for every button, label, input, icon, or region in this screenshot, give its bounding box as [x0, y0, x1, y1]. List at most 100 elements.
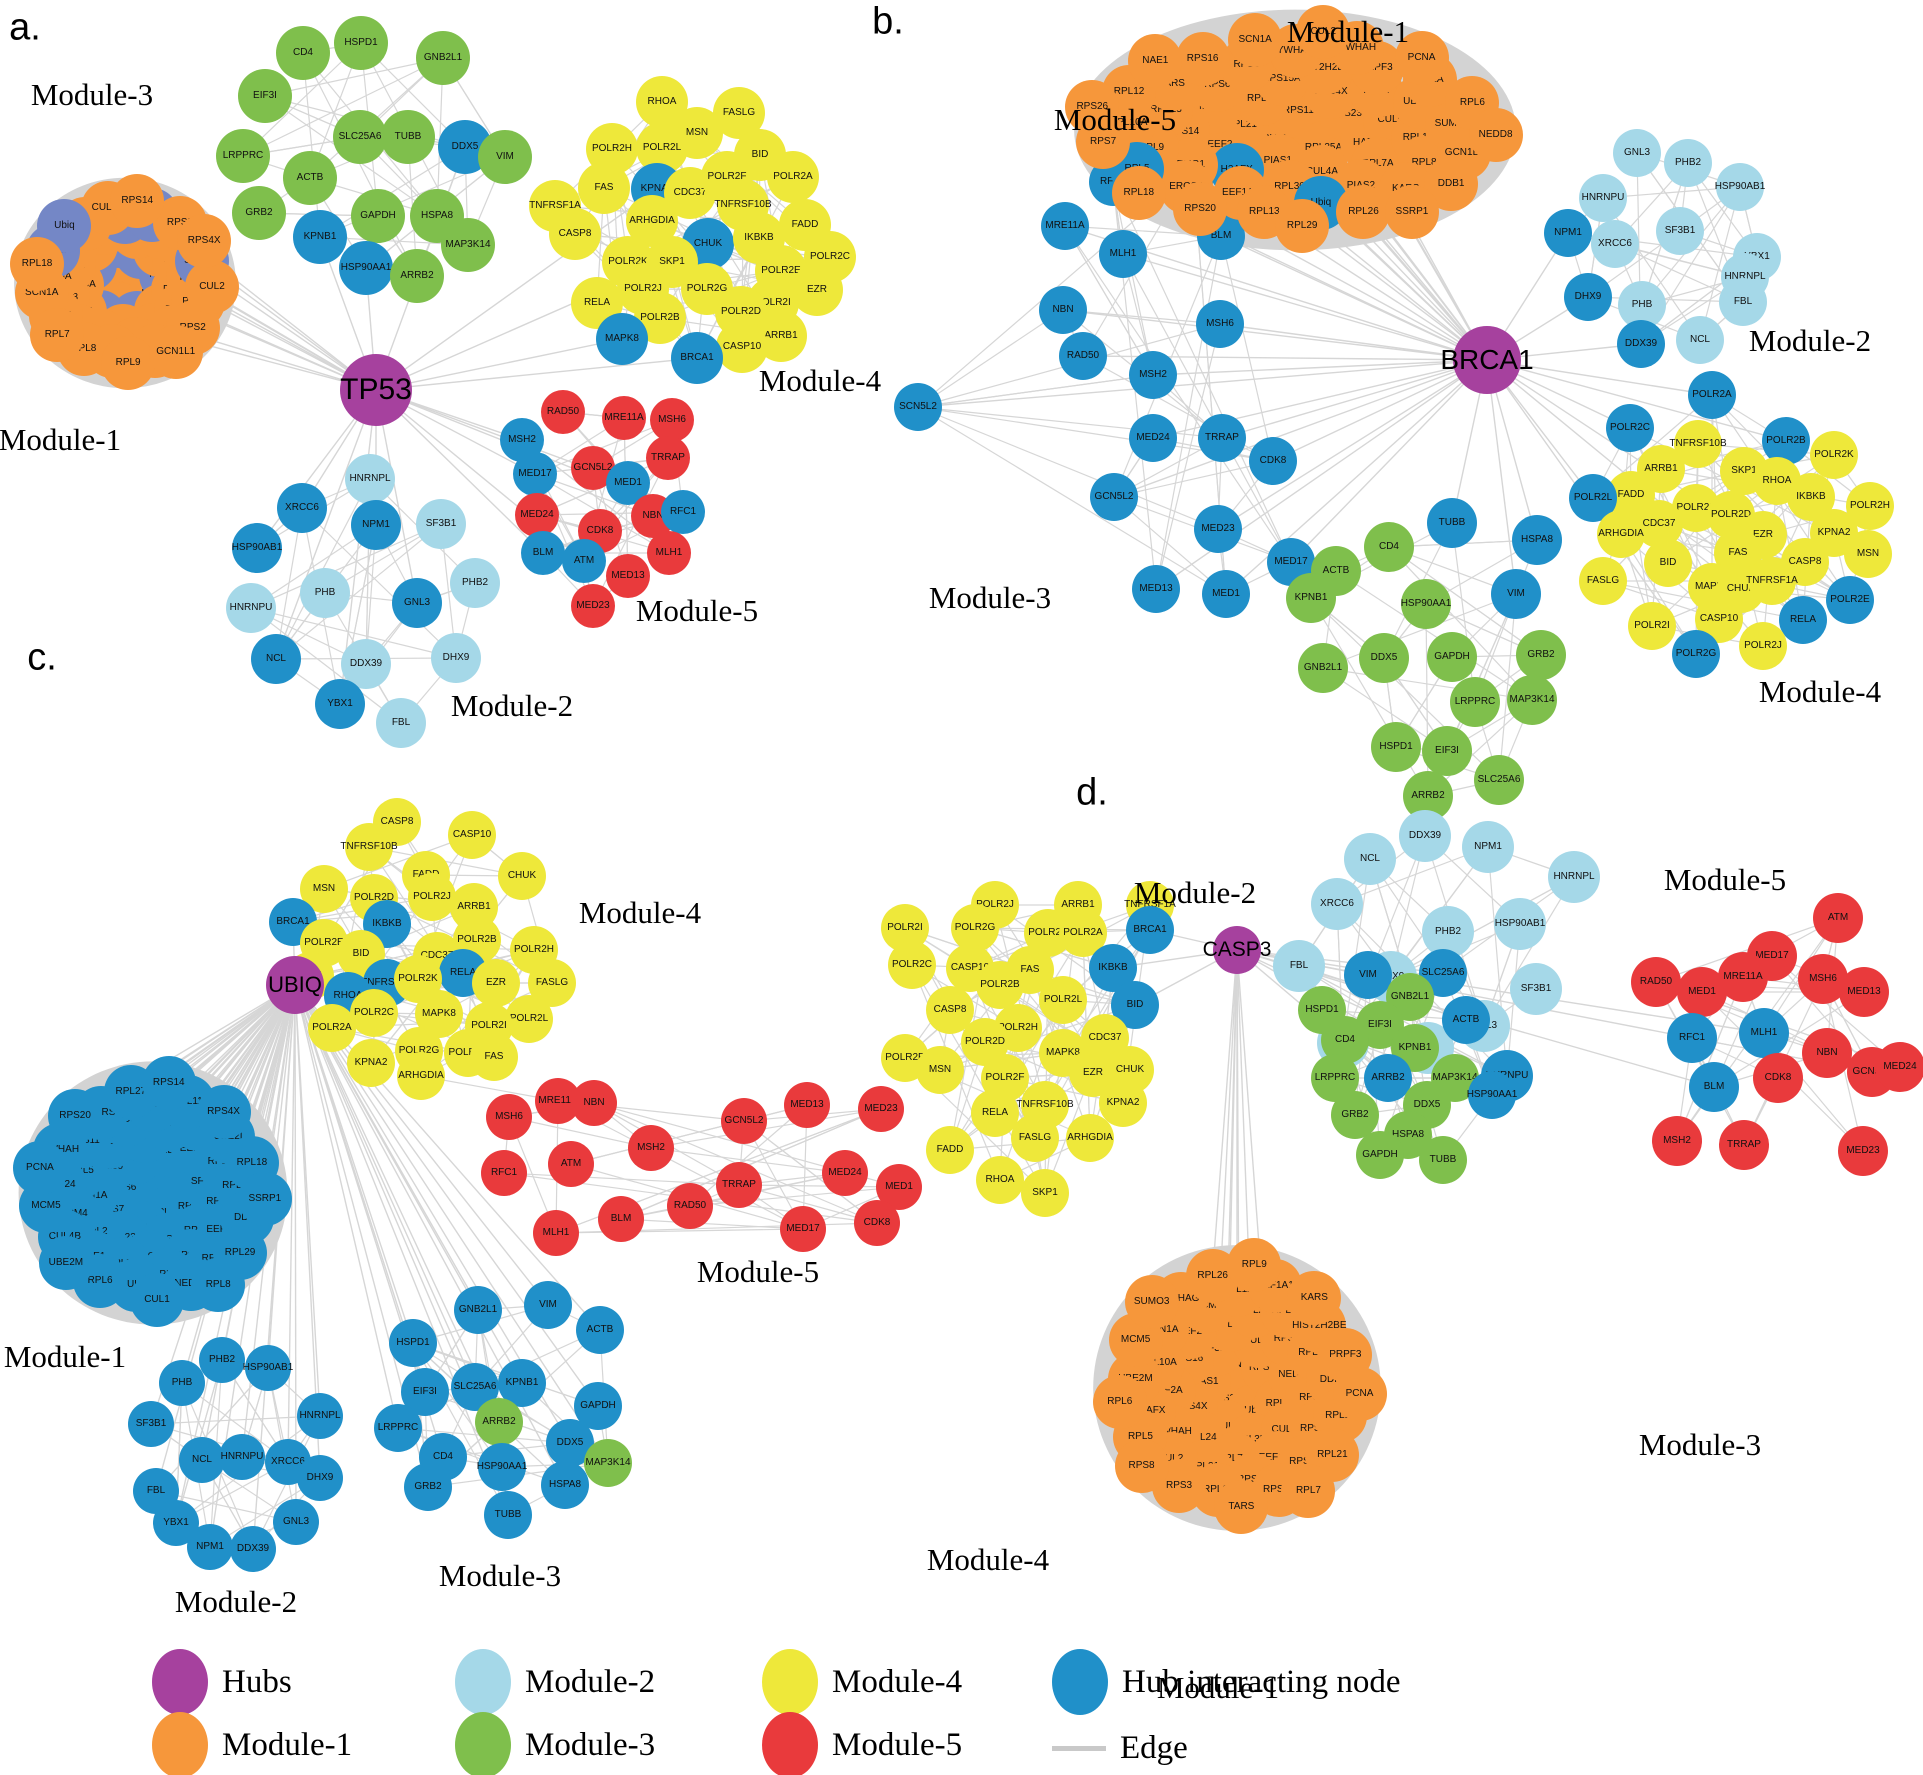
node: DHX9	[431, 633, 481, 683]
module-label-module-5: Module-5	[635, 593, 759, 628]
node: TNFRSF10B	[340, 823, 398, 871]
node-label: DDX5	[451, 141, 479, 152]
node: MED13	[1839, 967, 1889, 1017]
node-label: DHX9	[442, 652, 470, 663]
node: GCN1L1	[148, 324, 203, 379]
node: HSP90AA1	[477, 1443, 527, 1491]
node-label: KPNA2	[1817, 527, 1851, 538]
node-label: ATM	[573, 555, 595, 566]
legend-label: Module-1	[222, 1726, 353, 1763]
node-label: FBL	[1289, 960, 1309, 971]
node: NPM1	[187, 1524, 233, 1570]
node: RAD50	[541, 390, 585, 434]
module-label-module-2: Module-2	[450, 688, 574, 723]
node-label: RPL26	[1348, 205, 1379, 217]
node: GNL3	[1613, 129, 1661, 177]
node: MSH6	[486, 1094, 532, 1140]
edge-line-swatch	[1052, 1746, 1106, 1751]
node-label: KPNB1	[303, 231, 337, 242]
node: EIF3I	[1422, 726, 1472, 776]
node-label: KPNA2	[354, 1057, 388, 1068]
node: MAP3K14	[1507, 675, 1557, 725]
node-label: EZR	[1753, 529, 1773, 540]
node: KPNA2	[347, 1039, 395, 1087]
node: FAS	[470, 1033, 518, 1081]
node: PCNA	[1332, 1367, 1387, 1422]
node-label: GNL3	[403, 597, 431, 608]
node: PHB	[300, 568, 350, 618]
module-label-module-3: Module-3	[1638, 1427, 1762, 1462]
node-label: POLR2G	[398, 1045, 440, 1056]
node: POLR2G	[1672, 630, 1720, 678]
node: SCN1A	[1228, 13, 1283, 67]
node: GAPDH	[574, 1382, 622, 1430]
node-label: RPS8	[166, 216, 193, 228]
node-label: RELA	[583, 297, 611, 308]
node-label: MRE11A	[1723, 971, 1763, 982]
node-label: SUMO3	[1133, 1296, 1170, 1308]
node: POLR2J	[1739, 622, 1787, 670]
node: BID	[1644, 539, 1692, 587]
module5-swatch	[762, 1712, 818, 1775]
node: MAPK8	[596, 313, 648, 365]
node: NCL	[1344, 833, 1396, 885]
node: DHX9	[297, 1455, 343, 1501]
node: LRPPRC	[1450, 677, 1500, 727]
node-label: RPS11	[1282, 105, 1314, 117]
node-label: RPL7A	[1361, 157, 1394, 169]
node: FAS	[578, 162, 630, 214]
node-label: EIF2A	[1154, 1384, 1183, 1396]
node-label: BLM	[1703, 1081, 1725, 1092]
legend-item-hub-interacting-node: Hub interacting node	[1052, 1649, 1401, 1715]
node-label: RPL18	[21, 258, 53, 270]
node-label: RPL35A	[1234, 1433, 1273, 1445]
node-label: POLR2H	[591, 143, 632, 154]
node: DDX5	[1359, 633, 1409, 683]
node-label: UL1	[1250, 1335, 1268, 1346]
node: POLR2C	[888, 941, 936, 989]
node-label: FAS	[1728, 547, 1748, 558]
node-label: GCN5L2	[1852, 1066, 1892, 1077]
node-label: GRB2	[1527, 649, 1555, 660]
node-label: POLR2J	[413, 891, 451, 902]
node: CDK8	[854, 1200, 900, 1246]
node-label: RPS16	[1186, 52, 1219, 64]
node-label: HNRNPU	[220, 1451, 264, 1462]
node: ARHGDIA	[397, 1052, 445, 1100]
node-label: CDK8	[1259, 455, 1287, 466]
node-label: BRCA1	[680, 352, 714, 363]
node: RPL29	[1275, 198, 1330, 253]
node-label: GNB2L1	[423, 52, 463, 63]
node-label: RPL27	[115, 1086, 147, 1098]
node-label: GCN5L2	[724, 1115, 764, 1126]
node-label: RHOA	[647, 96, 677, 107]
node: VIM	[1344, 951, 1392, 999]
node-label: RPL29	[1239, 1305, 1270, 1317]
node: HSPA8	[541, 1461, 589, 1509]
node-label: SLC25A6	[1421, 967, 1465, 978]
node: HSP90AB1	[1494, 898, 1546, 950]
node-label: SCN1A	[1238, 34, 1272, 45]
node-label: RPL10A	[1110, 116, 1148, 128]
node-label: RPL8	[205, 1279, 231, 1291]
node-label: MSH2	[508, 434, 536, 445]
node: ARHGDIA	[1597, 510, 1645, 558]
node-label: VIM	[539, 1299, 557, 1310]
node-label: MCM5	[1120, 1334, 1151, 1346]
node-label: EEF2	[1177, 1325, 1203, 1337]
node-label: TUBB	[494, 1509, 522, 1520]
node-label: POLR2D	[720, 306, 761, 317]
node-label: RPS26	[1076, 101, 1109, 113]
node: PHB2	[450, 558, 500, 608]
node: GRB2	[232, 186, 286, 240]
node-label: CASP10	[1699, 613, 1739, 624]
node-label: EZR	[1083, 1067, 1103, 1078]
panel-letter-b: b.	[872, 0, 904, 43]
node: PHB	[159, 1360, 205, 1406]
node: SF3B1	[1656, 207, 1704, 255]
node-label: LRPPRC	[377, 1422, 419, 1433]
node-label: RFC1	[669, 506, 697, 517]
module2-swatch	[455, 1649, 511, 1715]
node-label: LRPPRC	[222, 150, 264, 161]
node-label: RPS4X	[1174, 1400, 1208, 1412]
